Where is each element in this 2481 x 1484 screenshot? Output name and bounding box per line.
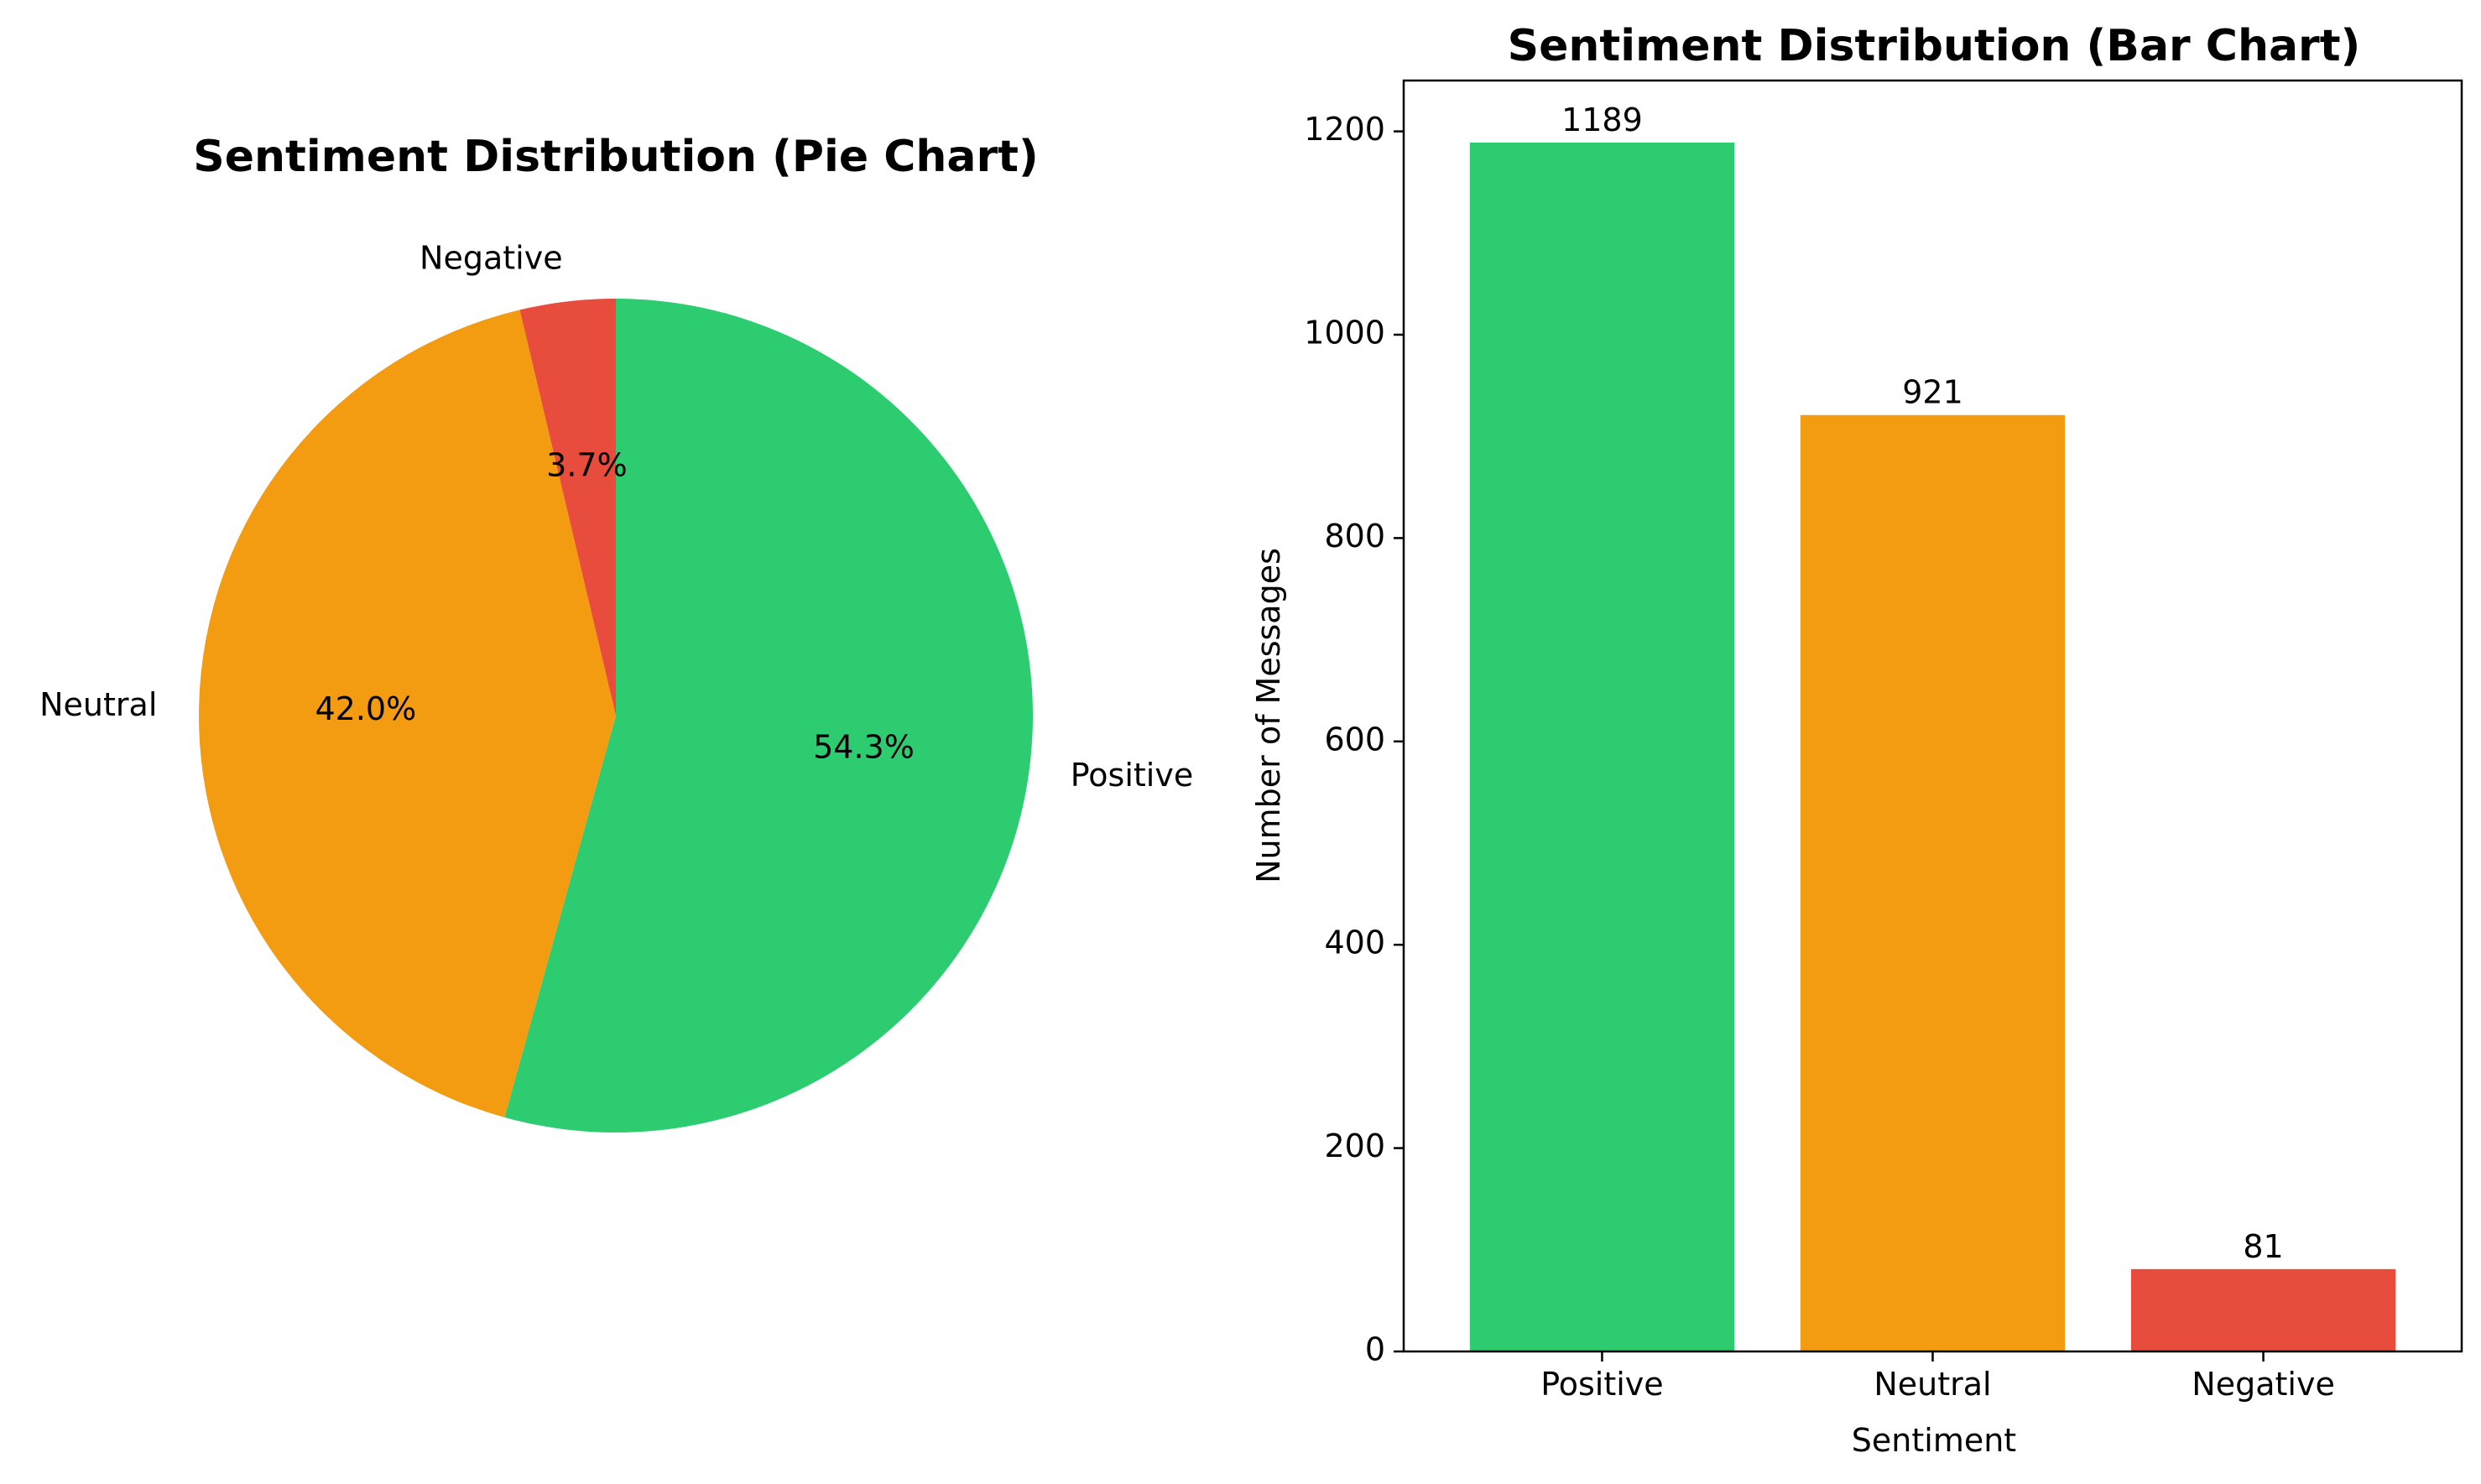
y-axis-label: Number of Messages: [1250, 548, 1287, 883]
pie-percent-positive: 54.3%: [813, 729, 915, 766]
pie-chart: Sentiment Distribution (Pie Chart) Posit…: [39, 132, 1193, 1133]
y-tick-label: 800: [1324, 518, 1385, 555]
bar-series: [1469, 142, 2396, 1351]
bar-value-label-positive: 1189: [1561, 102, 1643, 138]
bar-value-labels: 1189 921 81: [1561, 102, 2284, 1265]
bar-value-label-neutral: 921: [1902, 374, 1963, 411]
pie-label-neutral: Neutral: [39, 686, 157, 723]
bar-chart-title: Sentiment Distribution (Bar Chart): [1508, 21, 2361, 71]
bar-negative: [2130, 1268, 2396, 1351]
pie-slice-positive: [504, 299, 1033, 1133]
x-tick-label-neutral: Neutral: [1874, 1366, 1991, 1403]
x-tick-label-negative: Negative: [2192, 1366, 2335, 1403]
pie-percent-negative: 3.7%: [546, 446, 628, 483]
y-tick-label: 0: [1365, 1331, 1385, 1368]
y-tick-label: 600: [1324, 721, 1385, 758]
y-tick-label: 200: [1324, 1127, 1385, 1164]
y-tick-label: 1200: [1304, 111, 1385, 148]
x-axis-label: Sentiment: [1852, 1422, 2016, 1459]
bar-positive: [1469, 142, 1735, 1351]
y-axis-ticks: 0 200 400 600 800 1000 1200: [1304, 111, 1404, 1368]
bar-chart: Sentiment Distribution (Bar Chart) 1189 9…: [1250, 21, 2463, 1459]
pie-label-positive: Positive: [1071, 757, 1194, 794]
pie-slice-labels: Positive 54.3% Neutral 42.0% Negative 3.7%: [39, 239, 1193, 794]
pie-slice-neutral: [198, 310, 616, 1117]
y-tick-label: 400: [1324, 924, 1385, 961]
pie-slices: [198, 299, 1033, 1133]
pie-label-negative: Negative: [420, 239, 563, 276]
x-tick-label-positive: Positive: [1540, 1366, 1664, 1403]
x-axis-ticks: Positive Neutral Negative: [1540, 1351, 2335, 1403]
bar-value-label-negative: 81: [2243, 1228, 2283, 1265]
pie-percent-neutral: 42.0%: [315, 690, 416, 727]
y-tick-label: 1000: [1304, 315, 1385, 351]
bar-neutral: [1800, 414, 2066, 1351]
pie-chart-title: Sentiment Distribution (Pie Chart): [193, 132, 1039, 182]
pie-slice-negative: [519, 299, 616, 716]
